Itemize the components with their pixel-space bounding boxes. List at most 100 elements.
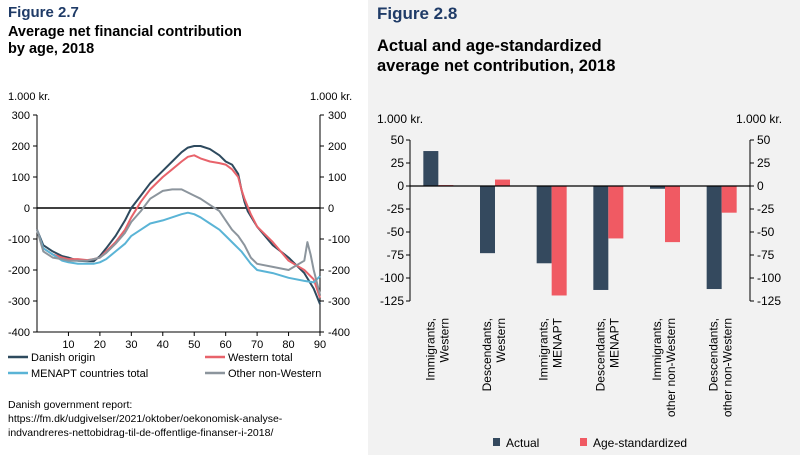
category-label-line1: Descendants, bbox=[707, 318, 721, 391]
bar-y-tick-label-right: -125 bbox=[757, 294, 781, 308]
figure-2-8-label: Figure 2.8 bbox=[377, 4, 458, 23]
y-tick-label-right: -100 bbox=[328, 234, 350, 246]
source-line1: Danish government report: bbox=[8, 399, 133, 411]
bar bbox=[706, 186, 722, 290]
bar bbox=[650, 186, 665, 189]
category-label: Descendants, Western bbox=[480, 318, 508, 391]
y-tick-label-right: 300 bbox=[328, 110, 346, 122]
category-label-line2: MENAPT bbox=[607, 317, 621, 368]
figure-2-8-title-line1: Actual and age-standardized bbox=[377, 37, 602, 55]
left-figure-panel: Figure 2.7 Average net financial contrib… bbox=[0, 0, 368, 455]
figure-2-7-label: Figure 2.7 bbox=[8, 4, 79, 21]
figure-2-7-title-line2: by age, 2018 bbox=[8, 41, 95, 58]
x-tick-label: 50 bbox=[188, 339, 200, 351]
right-y-unit: 1.000 kr. bbox=[310, 91, 353, 103]
bar-legend-swatch bbox=[580, 438, 587, 446]
category-label-line2: MENAPT bbox=[551, 317, 565, 368]
bar-y-tick-label-right: 0 bbox=[757, 179, 764, 193]
category-label: Immigrants, other non-Western bbox=[650, 318, 678, 417]
series-line bbox=[36, 188, 321, 296]
category-label-line1: Descendants, bbox=[593, 318, 607, 391]
y-tick-label-right: 0 bbox=[328, 203, 334, 215]
legend-label: Western total bbox=[228, 352, 293, 364]
x-tick-label: 40 bbox=[157, 339, 169, 351]
bar bbox=[551, 186, 567, 296]
y-tick-label-left: -200 bbox=[8, 265, 30, 277]
bar-y-tick-label-left: -125 bbox=[380, 294, 404, 308]
bar-right-y-unit: 1.000 kr. bbox=[736, 112, 783, 126]
right-figure-panel: Figure 2.8 Actual and age-standardized a… bbox=[368, 0, 800, 455]
figure-2-8-title: Actual and age-standardized average net … bbox=[377, 37, 615, 77]
bar-legend-label: Age-standardized bbox=[593, 436, 687, 450]
category-label: Descendants, other non-Western bbox=[707, 318, 735, 417]
bar-y-tick-label-right: -25 bbox=[757, 202, 775, 216]
bar-y-tick-label-left: 50 bbox=[391, 133, 405, 147]
left-y-unit: 1.000 kr. bbox=[8, 91, 51, 103]
x-tick-label: 70 bbox=[251, 339, 263, 351]
source-note: Danish government report: https://fm.dk/… bbox=[8, 399, 282, 441]
x-tick-label: 10 bbox=[62, 339, 74, 351]
bar-chart: 50 25 0 -25 -50 -75 -100 -125 50 25 0 -25 -50 -75 -100… bbox=[380, 133, 781, 450]
category-label-line1: Immigrants, bbox=[537, 318, 551, 381]
bar-y-tick-label-left: 0 bbox=[397, 179, 404, 193]
bar-y-tick-label-right: 25 bbox=[757, 156, 771, 170]
series-line bbox=[36, 211, 321, 284]
x-tick-label: 30 bbox=[125, 339, 137, 351]
category-label: Immigrants, Western bbox=[423, 318, 451, 381]
bar bbox=[721, 186, 737, 213]
category-label-line2: other non-Western bbox=[664, 318, 678, 417]
bar bbox=[495, 179, 510, 186]
source-line3: indvandreres-nettobidrag-til-de-offentli… bbox=[8, 426, 274, 439]
source-line2: https://fm.dk/udgivelser/2021/oktober/oe… bbox=[8, 412, 283, 425]
line-chart: 300 200 100 0 -100 -200 -300 -400 300 200 100 0 -100… bbox=[8, 110, 350, 380]
series-line bbox=[36, 145, 321, 305]
bar bbox=[480, 186, 495, 254]
bar-y-tick-label-left: 25 bbox=[391, 156, 405, 170]
bar bbox=[423, 151, 439, 186]
legend-label: MENAPT countries total bbox=[31, 368, 148, 380]
bar-y-tick-label-left: -50 bbox=[387, 225, 405, 239]
bar-y-tick-label-left: -25 bbox=[387, 202, 405, 216]
category-label-line2: other non-Western bbox=[721, 318, 735, 417]
category-label: Immigrants, MENAPT bbox=[537, 317, 565, 380]
y-tick-label-right: -200 bbox=[328, 265, 350, 277]
legend-label: Danish origin bbox=[31, 352, 95, 364]
bar-legend-label: Actual bbox=[506, 436, 539, 450]
category-label-line1: Immigrants, bbox=[650, 318, 664, 381]
x-tick-label: 60 bbox=[220, 339, 232, 351]
y-tick-label-left: 0 bbox=[24, 203, 30, 215]
y-tick-label-left: -400 bbox=[8, 327, 30, 339]
figure-2-7-title-line1: Average net financial contribution bbox=[8, 24, 242, 40]
y-tick-label-left: 300 bbox=[12, 110, 30, 122]
bar-y-tick-label-right: 50 bbox=[757, 133, 771, 147]
bar bbox=[536, 186, 552, 264]
y-tick-label-left: 100 bbox=[12, 172, 30, 184]
y-tick-label-right: 200 bbox=[328, 141, 346, 153]
x-tick-label: 20 bbox=[94, 339, 106, 351]
legend-label: Other non-Western bbox=[228, 368, 321, 380]
bar-y-tick-label-right: -75 bbox=[757, 248, 775, 262]
bar-left-y-unit: 1.000 kr. bbox=[377, 112, 424, 126]
bar bbox=[665, 186, 680, 243]
y-tick-label-left: -100 bbox=[8, 234, 30, 246]
category-label-line2: Western bbox=[494, 318, 508, 362]
y-tick-label-right: -400 bbox=[328, 327, 350, 339]
series-line bbox=[36, 154, 321, 299]
y-tick-label-left: -300 bbox=[8, 296, 30, 308]
figure-2-7-title: Average net financial contribution by ag… bbox=[8, 24, 242, 59]
category-label-line1: Immigrants, bbox=[423, 318, 437, 381]
y-tick-label-left: 200 bbox=[12, 141, 30, 153]
bar bbox=[593, 186, 609, 290]
category-label-line1: Descendants, bbox=[480, 318, 494, 391]
category-label: Descendants, MENAPT bbox=[593, 317, 621, 391]
x-tick-label: 80 bbox=[282, 339, 294, 351]
figure-2-8-title-line2: average net contribution, 2018 bbox=[377, 56, 616, 75]
bar-y-tick-label-right: -100 bbox=[757, 271, 781, 285]
bar-y-tick-label-left: -100 bbox=[380, 271, 404, 285]
y-tick-label-right: 100 bbox=[328, 172, 346, 184]
bar bbox=[608, 186, 624, 239]
bar-y-tick-label-left: -75 bbox=[387, 248, 405, 262]
bar-legend-swatch bbox=[493, 438, 500, 446]
x-tick-label: 90 bbox=[314, 339, 326, 351]
category-label-line2: Western bbox=[437, 318, 451, 362]
